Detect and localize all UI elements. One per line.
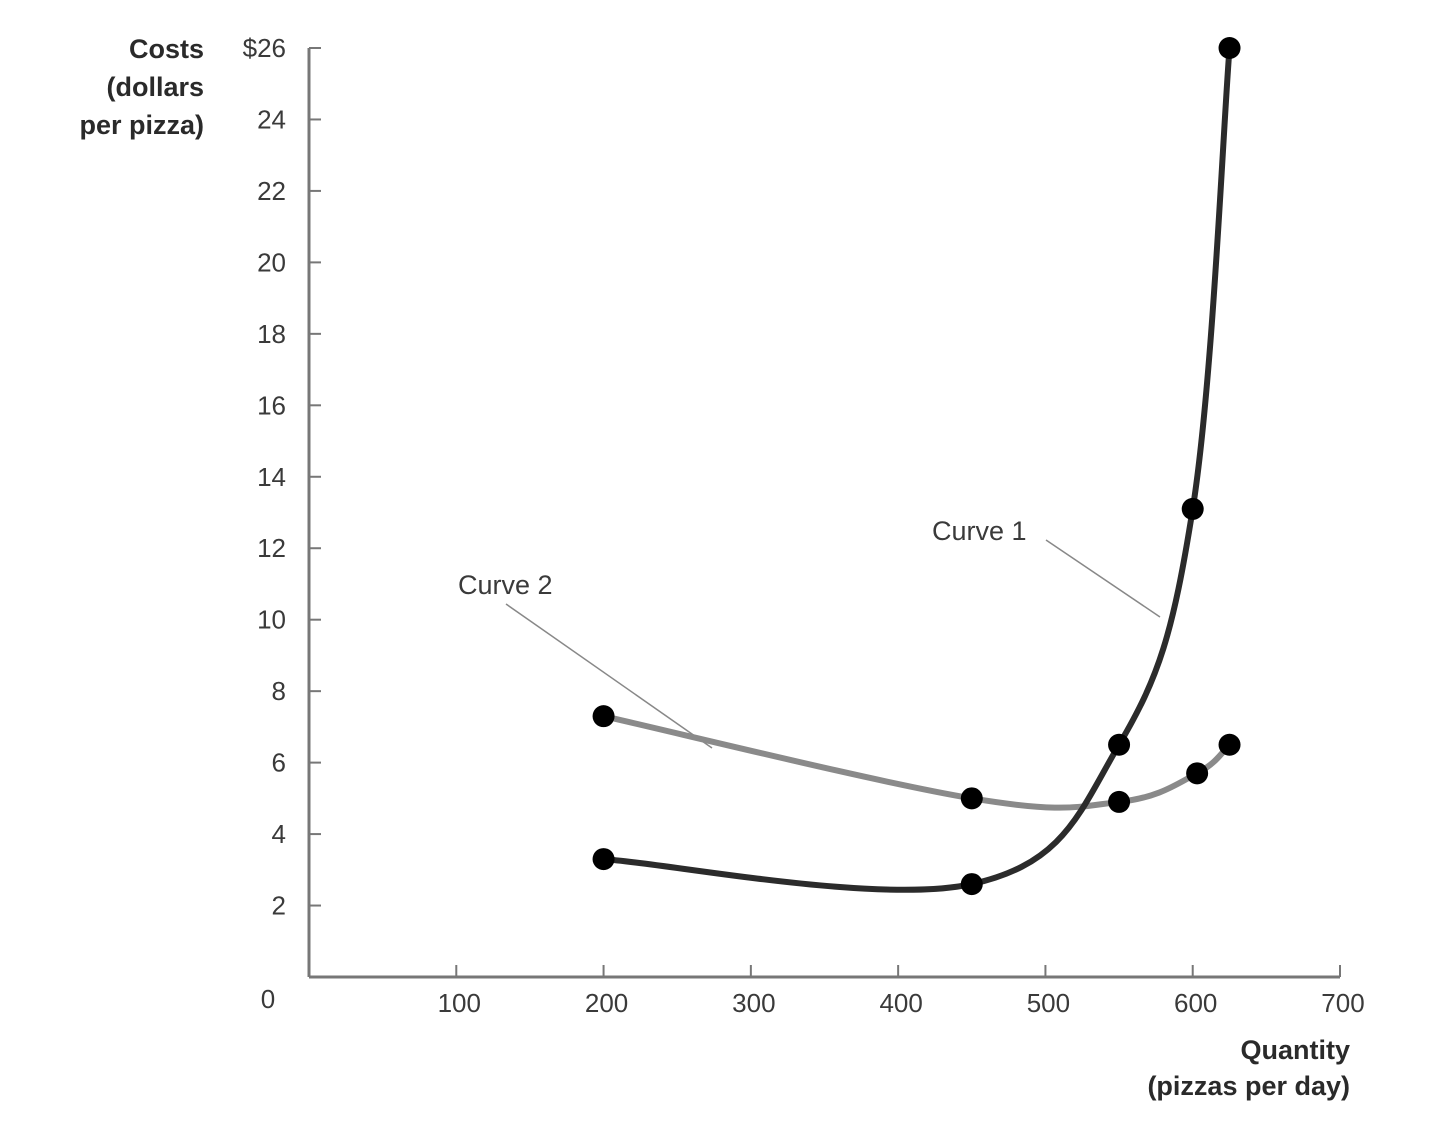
- series-layer: [592, 37, 1241, 896]
- annotation-leaders: [505, 539, 1161, 749]
- curve-1-point: [592, 848, 615, 871]
- x-axis-title-line2: (pizzas per day): [1147, 1071, 1350, 1101]
- curve-1-point: [1108, 733, 1131, 756]
- y-axis-title: Costs (dollars per pizza): [79, 30, 204, 144]
- y-axis-title-line3: per pizza): [79, 110, 204, 140]
- curve-1-line: [600, 45, 1233, 893]
- x-tick-label: 300: [732, 988, 775, 1018]
- curve-2-point: [1108, 790, 1131, 813]
- y-tick-label: $26: [243, 33, 286, 63]
- y-tick-label: 22: [257, 176, 286, 206]
- y-tick-label: 4: [272, 819, 286, 849]
- x-axis-title: Quantity (pizzas per day): [1147, 1032, 1350, 1104]
- curve-1-label: Curve 1: [932, 516, 1027, 546]
- x-tick-label: 600: [1174, 988, 1217, 1018]
- curve-2-line: [600, 713, 1233, 811]
- curve-1-point: [1218, 37, 1241, 59]
- x-tick-label: 500: [1027, 988, 1070, 1018]
- y-axis-title-line1: Costs: [128, 34, 204, 64]
- origin-label: 0: [261, 984, 275, 1014]
- y-axis-title-line2: (dollars: [106, 72, 204, 102]
- curve-2-point: [960, 787, 983, 810]
- curve-1-point: [1181, 497, 1204, 520]
- y-tick-label: 20: [257, 247, 286, 277]
- curve-1-leader: [1045, 539, 1161, 618]
- y-tick-label: 24: [257, 104, 286, 134]
- x-axis-title-line1: Quantity: [1240, 1035, 1350, 1065]
- x-tick-label: 200: [585, 988, 628, 1018]
- curve-2-leader: [505, 603, 713, 749]
- curve-1-point: [960, 873, 983, 896]
- x-tick-label: 100: [438, 988, 481, 1018]
- y-tick-label: 18: [257, 319, 286, 349]
- y-tick-label: 14: [257, 462, 286, 492]
- y-tick-label: 6: [272, 748, 286, 778]
- curve-2-point: [1186, 762, 1209, 785]
- y-tick-label: 16: [257, 390, 286, 420]
- y-tick-label: 2: [272, 891, 286, 921]
- y-tick-label: 8: [272, 676, 286, 706]
- curve-2-point: [592, 705, 615, 728]
- curve-2-point: [1218, 733, 1241, 756]
- curve-2-label: Curve 2: [458, 570, 553, 600]
- x-tick-label: 700: [1321, 988, 1364, 1018]
- y-tick-label: 10: [257, 605, 286, 635]
- y-tick-label: 12: [257, 533, 286, 563]
- x-tick-label: 400: [879, 988, 922, 1018]
